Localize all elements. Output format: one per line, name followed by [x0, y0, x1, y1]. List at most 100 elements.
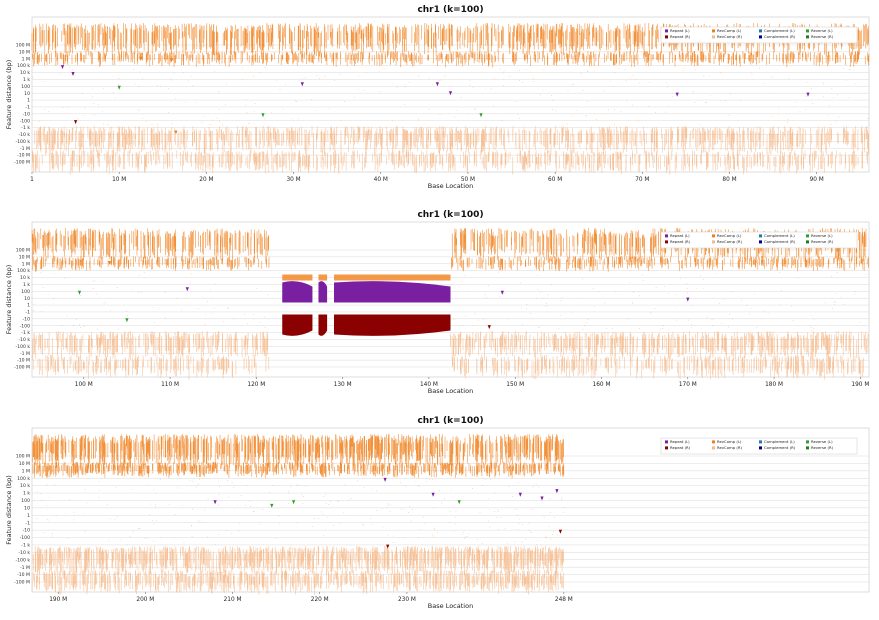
y-tick-label: 100	[21, 289, 30, 295]
legend-swatch-revcomp_r	[712, 446, 715, 450]
x-tick-label: 10 M	[112, 177, 126, 183]
x-tick-label: 190 M	[851, 382, 869, 388]
y-tick-label: 1	[27, 98, 30, 104]
legend-swatch-complement_r	[759, 240, 762, 244]
legend-swatch-repeat_r	[665, 35, 668, 39]
feature-spike-1	[77, 290, 82, 295]
y-tick-label: 1 k	[23, 77, 30, 83]
x-tick-label: 210 M	[224, 597, 242, 603]
legend: Repeat (L)Repeat (R) RevComp (L)RevComp (…	[660, 437, 858, 455]
feature-spike-4	[436, 325, 440, 330]
feature-spike-5	[431, 492, 435, 497]
y-tick-label: 100 M	[16, 43, 30, 49]
x-tick-label: 100 M	[75, 382, 93, 388]
feature-speckle	[33, 478, 565, 547]
y-tick-label: 10 M	[19, 49, 30, 55]
feature-band-0	[32, 434, 564, 471]
x-tick-label: 110 M	[161, 382, 179, 388]
feature-band-2	[34, 126, 869, 157]
legend-label-complement_r: Complement (R)	[764, 445, 796, 450]
y-tick-label: -100 k	[15, 557, 30, 563]
x-tick-label: 90 M	[810, 177, 824, 183]
y-tick-label: 100	[21, 84, 30, 90]
feature-spike-6	[500, 290, 504, 295]
legend-label-repeat_l: Repeat (L)	[670, 28, 690, 33]
legend-swatch-repeat_r	[665, 446, 668, 450]
y-tick-label: -1 k	[21, 125, 30, 131]
legend-swatch-reverse_l	[806, 234, 809, 238]
feature-band-1	[32, 462, 565, 479]
y-tick-label: -10 M	[17, 572, 30, 578]
legend: Repeat (L)Repeat (R) RevComp (L)RevComp (…	[660, 26, 858, 44]
feature-spike-2	[74, 120, 78, 125]
y-tick-label: 10 k	[20, 70, 30, 76]
legend-swatch-complement_r	[759, 35, 762, 39]
feature-band-2	[31, 546, 564, 577]
feature-spike-11	[479, 113, 483, 118]
legend-label-revcomp_l: RevComp (L)	[717, 28, 742, 33]
legend-swatch-repeat_l	[665, 440, 668, 444]
x-tick-label: 120 M	[247, 382, 265, 388]
feature-spike-0	[213, 500, 217, 505]
y-tick-label: -1	[25, 105, 30, 111]
y-tick-label: 100 k	[17, 63, 30, 69]
legend-label-reverse_l: Reverse (L)	[811, 233, 833, 238]
y-tick-label: 10	[24, 91, 30, 97]
x-tick-label: 80 M	[722, 177, 736, 183]
y-tick-label: 100 k	[17, 476, 30, 482]
dense-repeat-right-2	[334, 314, 451, 336]
legend-swatch-repeat_l	[665, 234, 668, 238]
legend-label-reverse_l: Reverse (L)	[811, 28, 833, 33]
legend-label-repeat_r: Repeat (R)	[670, 239, 691, 244]
feature-band-0	[31, 23, 869, 60]
y-tick-label: 10 M	[19, 461, 30, 467]
feature-spike-7	[686, 297, 690, 302]
feature-band-group	[31, 23, 870, 175]
legend-label-revcomp_r: RevComp (R)	[717, 239, 742, 244]
x-tick-label: 60 M	[548, 177, 562, 183]
feature-spike-6	[117, 85, 121, 90]
legend-label-repeat_l: Repeat (L)	[670, 233, 690, 238]
y-tick-label: -1 M	[20, 146, 30, 152]
y-tick-label: -1 k	[21, 543, 30, 549]
feature-spike-7	[261, 113, 265, 118]
y-tick-label: -10 k	[18, 337, 30, 343]
y-tick-label: 1 M	[22, 56, 30, 62]
dense-repeat-left-1	[318, 281, 328, 303]
y-tick-label: -100 k	[15, 344, 30, 350]
y-tick-label: 10 k	[20, 483, 30, 489]
y-tick-label: 1 M	[22, 261, 30, 267]
y-tick-label: -100 M	[14, 365, 30, 371]
legend-swatch-reverse_l	[806, 440, 809, 444]
feature-band-3	[32, 355, 864, 380]
feature-spike-2	[292, 500, 296, 505]
feature-spike-10	[558, 529, 563, 534]
x-tick-label: 190 M	[49, 597, 67, 603]
legend-swatch-revcomp_r	[712, 35, 715, 39]
legend-label-repeat_r: Repeat (R)	[670, 445, 691, 450]
y-tick-label: 1 k	[23, 282, 30, 288]
y-tick-label: -100	[20, 118, 31, 124]
y-tick-label: 100	[21, 498, 30, 504]
y-tick-label: 10	[24, 296, 30, 302]
legend-label-repeat_l: Repeat (L)	[670, 439, 690, 444]
y-tick-label: -10 k	[18, 550, 30, 556]
y-tick-label: 1	[27, 513, 30, 519]
y-tick-label: -10	[22, 528, 30, 534]
legend-swatch-revcomp_l	[712, 29, 715, 33]
legend-label-reverse_l: Reverse (L)	[811, 439, 833, 444]
y-tick-label: -10 M	[17, 358, 30, 364]
feature-spike-7	[518, 492, 522, 497]
y-tick-label: -1 k	[21, 330, 30, 336]
feature-spike-6	[457, 500, 461, 505]
x-tick-label: 230 M	[398, 597, 416, 603]
legend-swatch-complement_l	[759, 29, 762, 33]
x-tick-label: 40 M	[374, 177, 388, 183]
feature-spike-1	[71, 72, 75, 76]
x-tick-label: 50 M	[461, 177, 475, 183]
feature-band-3	[31, 570, 564, 595]
legend-swatch-revcomp_l	[712, 234, 715, 238]
